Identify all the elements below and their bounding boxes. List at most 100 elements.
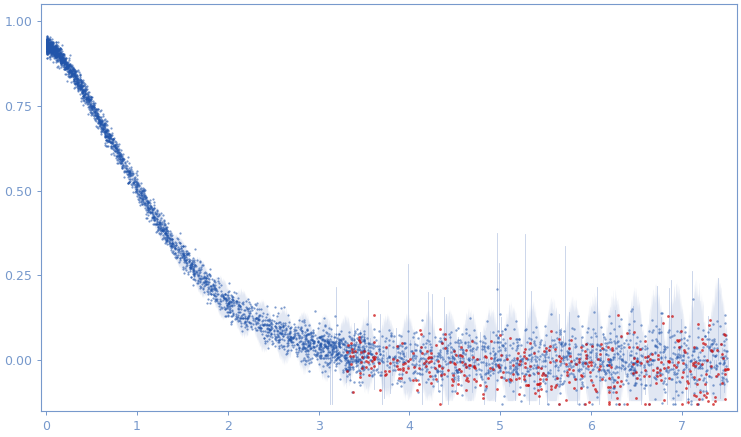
Point: [428, 382, 439, 389]
Point: [283, 329, 295, 336]
Point: [71, 82, 83, 89]
Point: [235, 320, 247, 327]
Point: [66, 69, 78, 76]
Point: [42, 46, 54, 53]
Point: [99, 125, 110, 132]
Point: [562, 370, 574, 377]
Point: [300, 357, 312, 364]
Point: [41, 49, 53, 56]
Point: [282, 340, 293, 347]
Point: [96, 121, 108, 128]
Point: [429, 334, 441, 341]
Point: [115, 150, 127, 157]
Point: [263, 322, 275, 329]
Point: [274, 318, 286, 325]
Point: [153, 211, 165, 218]
Point: [43, 43, 55, 50]
Point: [348, 347, 359, 354]
Point: [270, 333, 282, 340]
Point: [44, 41, 56, 48]
Point: [356, 347, 368, 354]
Point: [708, 364, 720, 371]
Point: [70, 75, 82, 82]
Point: [345, 341, 356, 348]
Point: [480, 382, 492, 389]
Point: [176, 243, 187, 250]
Point: [326, 339, 338, 346]
Point: [602, 359, 614, 366]
Point: [289, 323, 301, 330]
Point: [354, 369, 366, 376]
Point: [86, 102, 98, 109]
Point: [519, 327, 531, 334]
Point: [48, 44, 60, 51]
Point: [199, 278, 211, 285]
Point: [167, 236, 179, 243]
Point: [96, 107, 107, 114]
Point: [677, 346, 689, 353]
Point: [694, 364, 706, 371]
Point: [215, 288, 227, 295]
Point: [297, 339, 309, 346]
Point: [622, 361, 634, 368]
Point: [273, 329, 285, 336]
Point: [417, 340, 429, 347]
Point: [680, 341, 692, 348]
Point: [121, 166, 133, 173]
Point: [243, 305, 255, 312]
Point: [563, 336, 575, 343]
Point: [96, 129, 107, 136]
Point: [82, 94, 94, 101]
Point: [117, 156, 129, 163]
Point: [425, 354, 437, 361]
Point: [455, 381, 467, 388]
Point: [631, 357, 643, 364]
Point: [231, 298, 243, 305]
Point: [124, 171, 136, 178]
Point: [423, 358, 435, 365]
Point: [408, 364, 420, 371]
Point: [69, 72, 81, 79]
Point: [491, 286, 503, 293]
Point: [635, 345, 647, 352]
Point: [608, 354, 619, 361]
Point: [305, 341, 316, 348]
Point: [719, 341, 731, 348]
Point: [41, 48, 53, 55]
Point: [107, 135, 119, 142]
Point: [106, 140, 118, 147]
Point: [654, 366, 666, 373]
Point: [396, 343, 408, 350]
Point: [622, 363, 634, 370]
Point: [410, 353, 422, 360]
Point: [482, 366, 494, 373]
Point: [93, 118, 104, 125]
Point: [96, 119, 107, 126]
Point: [185, 259, 197, 266]
Point: [258, 322, 270, 329]
Point: [50, 48, 62, 55]
Point: [262, 338, 273, 345]
Point: [254, 311, 266, 318]
Point: [425, 354, 437, 361]
Point: [399, 369, 411, 376]
Point: [210, 285, 222, 292]
Point: [571, 387, 582, 394]
Point: [715, 340, 727, 347]
Point: [198, 274, 210, 281]
Point: [299, 356, 311, 363]
Point: [133, 183, 144, 190]
Point: [82, 97, 94, 104]
Point: [645, 350, 657, 357]
Point: [141, 214, 153, 221]
Point: [78, 81, 90, 88]
Point: [617, 356, 628, 363]
Point: [241, 315, 253, 322]
Point: [131, 180, 143, 187]
Point: [288, 333, 299, 340]
Point: [139, 200, 150, 207]
Point: [602, 362, 614, 369]
Point: [423, 337, 435, 344]
Point: [41, 44, 53, 51]
Point: [285, 337, 297, 344]
